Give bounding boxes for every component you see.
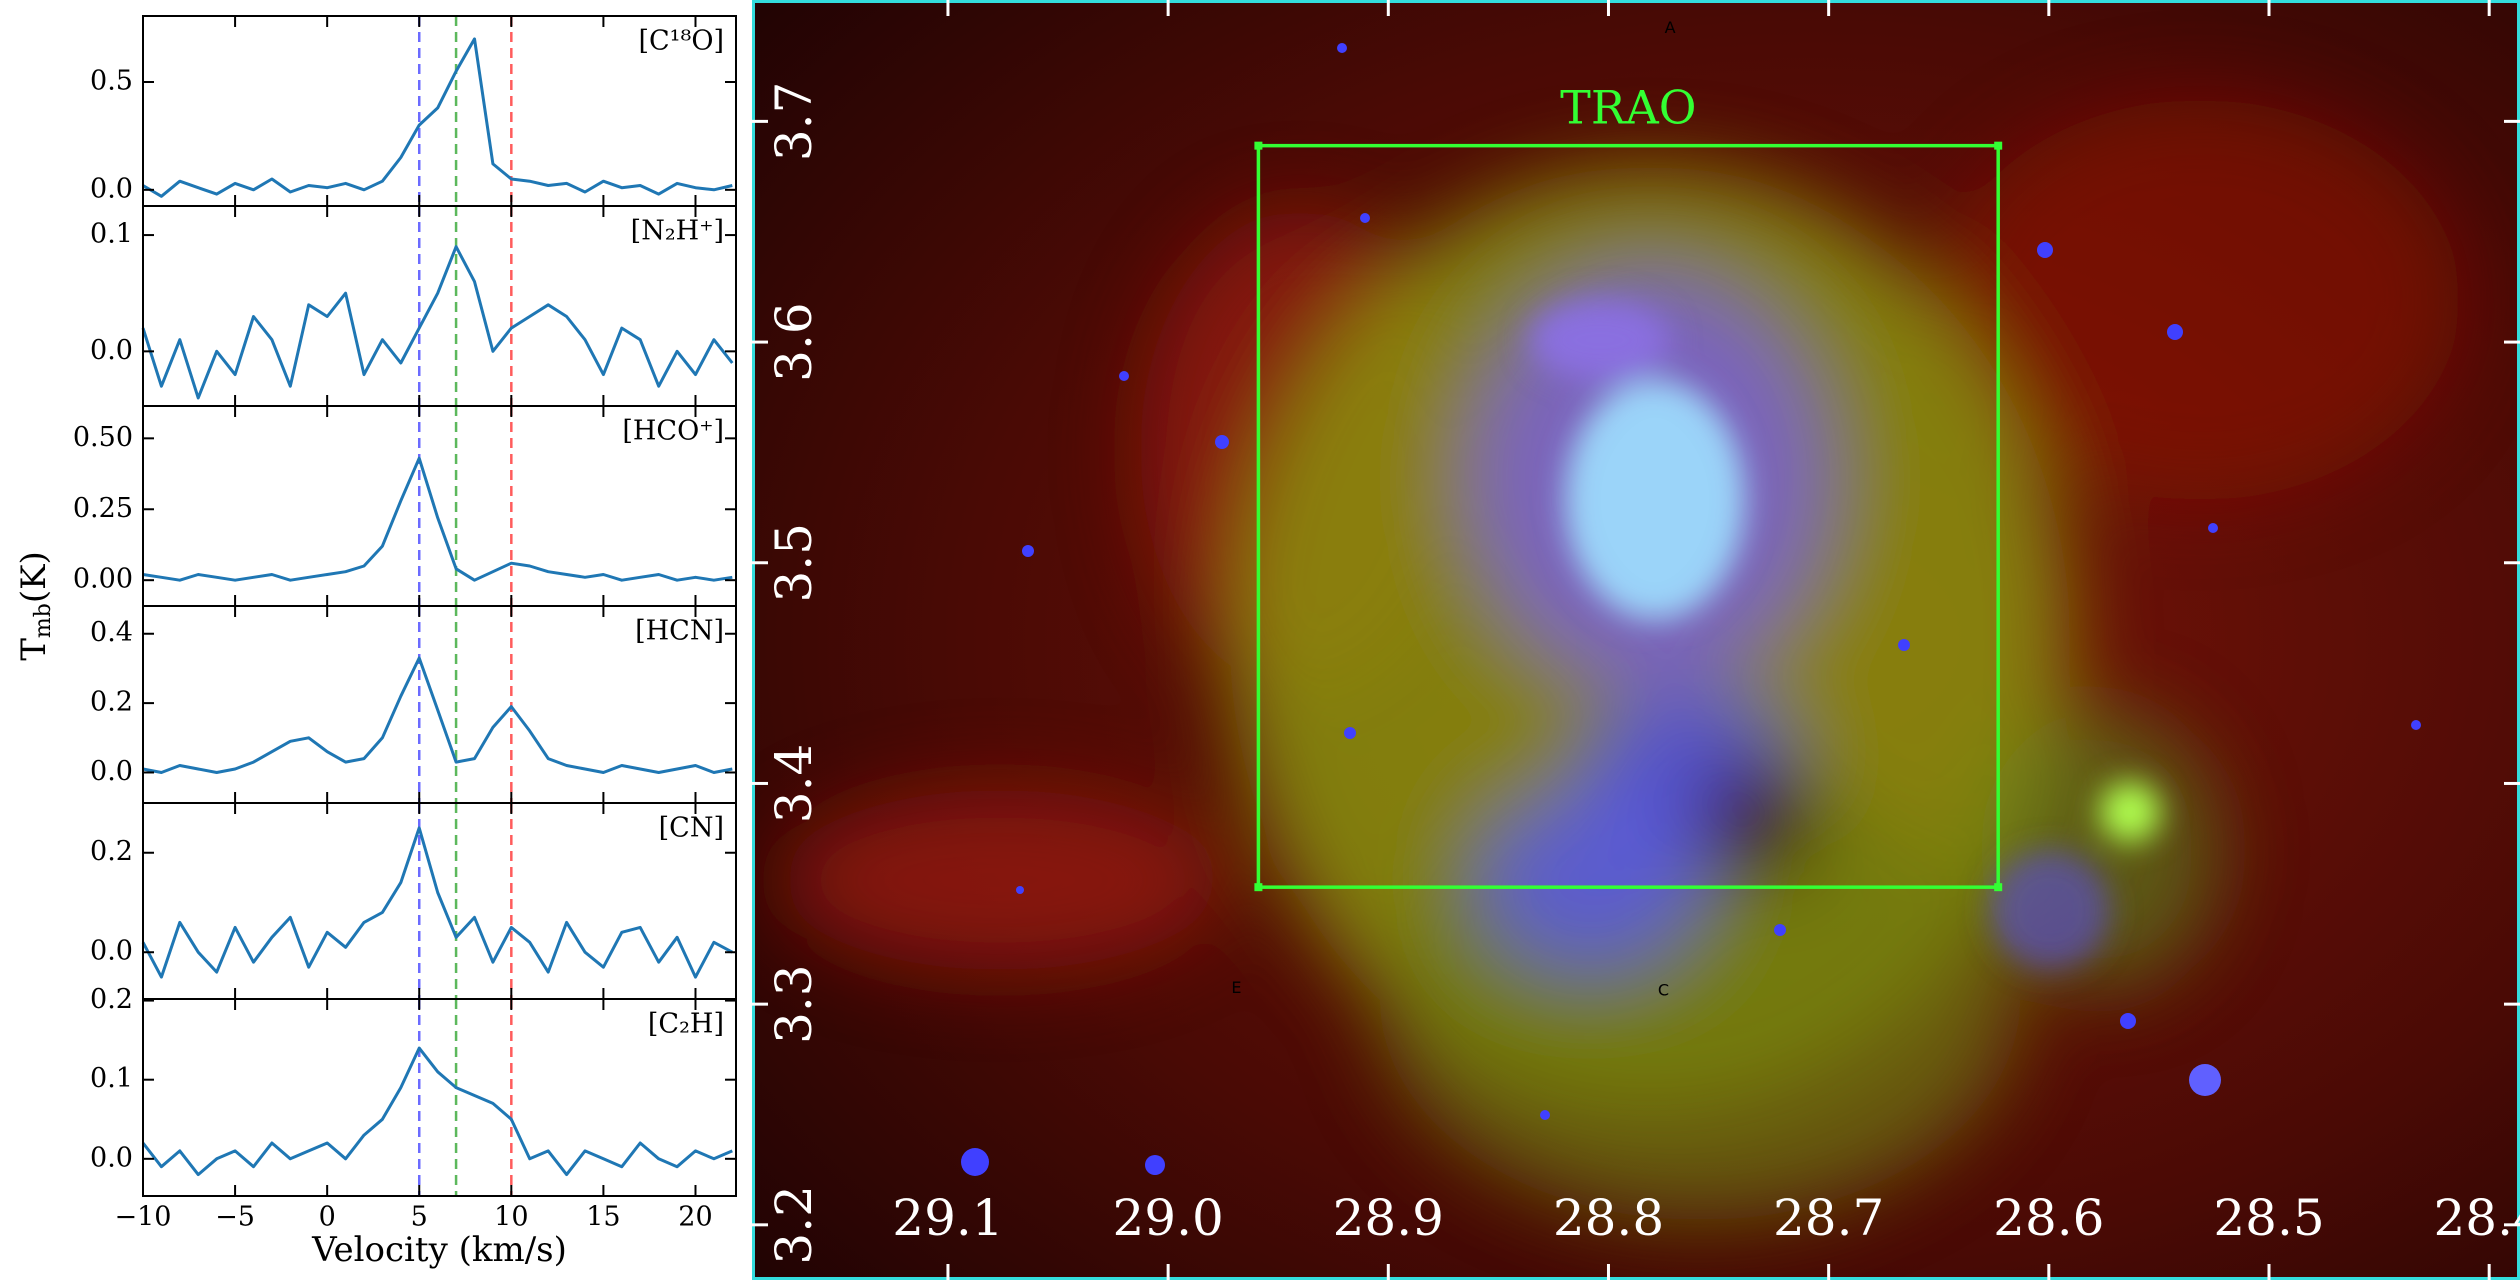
y-tick-label: 0.0	[90, 936, 133, 967]
y-tick-label: 0.0	[90, 756, 133, 787]
panel-frame	[142, 998, 737, 1197]
spectrum-label: [C¹⁸O]	[638, 26, 724, 57]
spectrum-label: [C₂H]	[648, 1009, 724, 1040]
y-tick-label: 0.50	[73, 422, 133, 453]
y-axis-label-main: T	[14, 638, 54, 661]
y-tick-label: 0.4	[90, 617, 133, 648]
box-corner	[1994, 141, 2003, 150]
y-tick-label: 0.2	[90, 836, 133, 867]
spectrum-line	[141, 826, 734, 979]
x-tick-label: 28.5	[2213, 1189, 2324, 1247]
x-tick-label: 15	[586, 1202, 620, 1233]
box-corner	[1994, 883, 2003, 892]
y-tick-label: 0.1	[90, 1063, 133, 1094]
y-tick-label: 3.4	[765, 744, 823, 824]
box-corner	[1254, 883, 1263, 892]
y-tick-label: 3.2	[765, 1185, 823, 1265]
y-axis-label: Tmb(K)	[14, 551, 56, 661]
y-tick-label: 0.0	[90, 1142, 133, 1173]
panel-frame	[142, 802, 737, 1000]
annotation: E	[1231, 978, 1241, 997]
y-tick-label: 0.1	[90, 219, 133, 250]
sky-image	[752, 0, 2520, 1280]
spectrum-label: [CN]	[659, 813, 724, 844]
spectrum-line	[142, 37, 733, 198]
x-axis-label: Velocity (km/s)	[311, 1230, 567, 1270]
x-tick-label: 10	[494, 1202, 528, 1233]
x-tick-label: 29.1	[892, 1189, 1003, 1247]
spectrum-label: [HCN]	[635, 616, 724, 647]
y-tick-label: 3.5	[765, 523, 823, 603]
x-tick-label: −10	[115, 1202, 172, 1233]
x-tick-label: 28.4	[2434, 1189, 2520, 1247]
x-tick-label: 0	[319, 1202, 336, 1233]
x-tick-label: 5	[411, 1202, 428, 1233]
x-tick-label: −5	[215, 1202, 255, 1233]
image-overlay: 29.1 29.0 28.9 28.8 28.7 28.6 28.5 28.4 3.2 3.3 3.…	[752, 0, 2520, 1280]
box-label: TRAO	[1560, 81, 1696, 135]
y-tick-label: 0.2	[90, 687, 133, 718]
trao-box	[1256, 143, 2000, 889]
spectrum-line	[141, 245, 734, 400]
annotation: A	[1665, 18, 1676, 37]
y-tick-label: 3.7	[765, 82, 823, 162]
x-tick-label: 28.6	[1993, 1189, 2104, 1247]
spectrum-label: [N₂H⁺]	[631, 216, 724, 247]
y-tick-label: 0.25	[73, 493, 133, 524]
y-tick-label: 0.2	[90, 984, 133, 1015]
y-tick-label: 0.00	[73, 564, 133, 595]
y-axis-label-sub: mb	[31, 603, 56, 638]
spectrum-line	[142, 656, 733, 774]
spectrum-line	[141, 1046, 733, 1177]
spectrum-line	[142, 456, 733, 582]
x-tick-label: 29.0	[1112, 1189, 1223, 1247]
x-tick-label: 28.8	[1553, 1189, 1664, 1247]
image-frame	[752, 0, 2520, 1280]
y-tick-label: 0.0	[90, 173, 133, 204]
x-tick-label: 28.9	[1333, 1189, 1444, 1247]
y-tick-label: 3.3	[765, 964, 823, 1044]
x-tick-label: 28.7	[1773, 1189, 1884, 1247]
y-tick-label: 3.6	[765, 302, 823, 382]
y-axis-label-unit: (K)	[14, 551, 54, 603]
y-tick-label: 0.0	[90, 335, 133, 366]
box-corner	[1254, 141, 1263, 150]
annotation: C	[1658, 980, 1669, 999]
spectrum-label: [HCO⁺]	[622, 416, 724, 447]
y-tick-label: 0.5	[90, 65, 133, 96]
x-tick-label: 20	[678, 1202, 712, 1233]
